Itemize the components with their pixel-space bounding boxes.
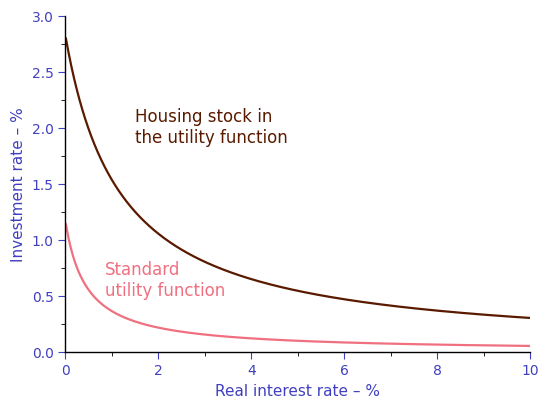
Text: Standard
utility function: Standard utility function	[105, 260, 225, 299]
X-axis label: Real interest rate – %: Real interest rate – %	[215, 383, 380, 398]
Y-axis label: Investment rate – %: Investment rate – %	[11, 107, 26, 261]
Text: Housing stock in
the utility function: Housing stock in the utility function	[135, 108, 288, 147]
